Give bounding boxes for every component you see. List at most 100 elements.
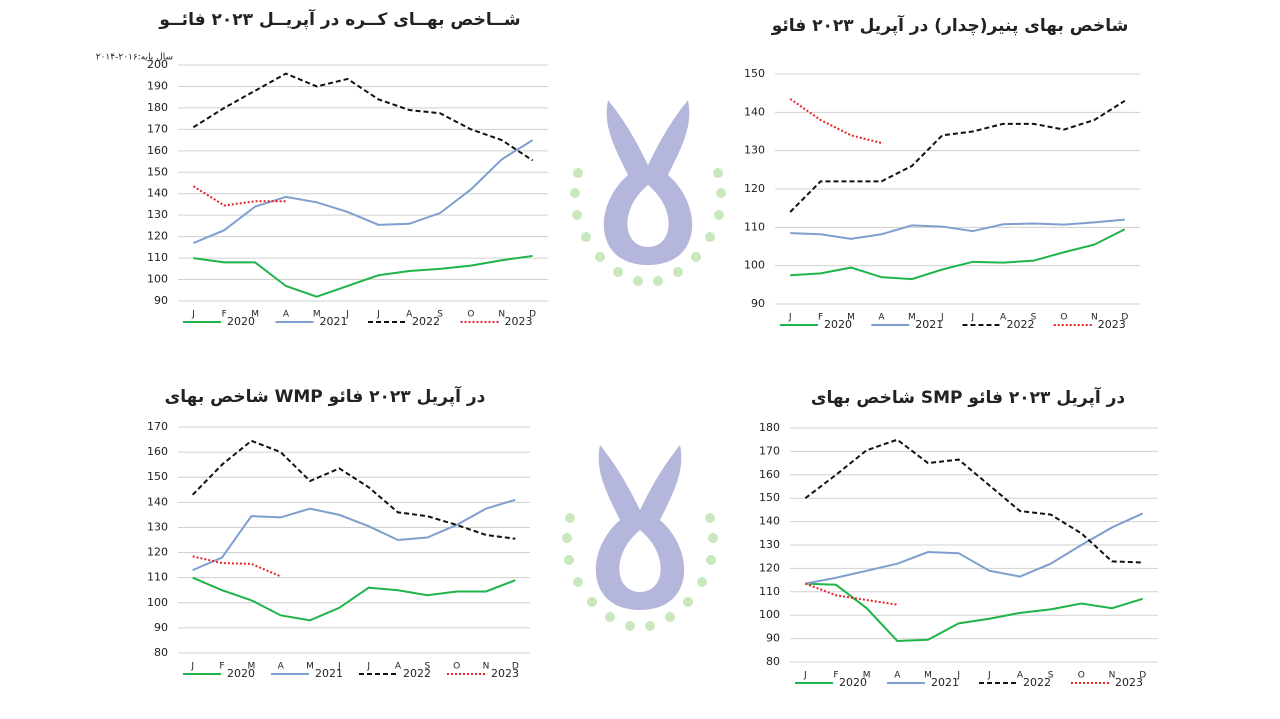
x-tick-label: A	[406, 310, 413, 320]
x-tick-label: N	[498, 310, 505, 320]
line-series	[192, 72, 534, 162]
legend-label: 2022	[1007, 318, 1035, 331]
line-series	[191, 439, 516, 540]
x-tick-label: O	[1078, 671, 1085, 681]
legend-label: 2022	[412, 315, 440, 328]
y-tick-label: 170	[759, 444, 780, 457]
y-tick-label: 190	[147, 79, 168, 92]
x-tick-label: J	[788, 313, 792, 323]
chart-title: شاخص بهای SMP در آپریل ۲۰۲۳ فائو	[811, 386, 1125, 408]
line-series	[790, 228, 1126, 281]
y-tick-label: 170	[147, 420, 168, 433]
line-series	[805, 582, 1143, 642]
x-tick-label: J	[366, 662, 370, 672]
x-tick-label: N	[1091, 313, 1098, 323]
x-tick-label: F	[222, 310, 227, 320]
legend-label: 2021	[931, 676, 959, 689]
note: سال پایه:۲۰۱۶-۲۰۱۴	[96, 53, 173, 63]
x-tick-label: J	[190, 662, 194, 672]
x-tick-label: A	[1000, 313, 1007, 323]
chart-title: شاخص بهای پنیر(چدار) در آپریل ۲۰۲۳ فائو	[771, 14, 1129, 36]
x-tick-label: J	[956, 671, 960, 681]
x-tick-label: J	[376, 310, 380, 320]
y-tick-label: 110	[744, 220, 765, 233]
x-tick-label: O	[467, 310, 474, 320]
line-series	[804, 582, 898, 606]
x-tick-label: A	[894, 671, 901, 681]
chart-title: شــاخص بهــای کــره در آپریــل ۲۰۲۳ فائـ…	[158, 8, 520, 30]
x-tick-label: F	[818, 313, 823, 323]
legend-label: 2020	[227, 315, 255, 328]
legend-label: 2020	[227, 667, 255, 680]
x-tick-label: N	[483, 662, 490, 672]
x-tick-label: M	[863, 671, 871, 681]
x-tick-label: J	[970, 313, 974, 323]
y-tick-label: 100	[744, 259, 765, 272]
x-tick-label: D	[1139, 671, 1146, 681]
x-tick-label: D	[529, 310, 536, 320]
x-tick-label: J	[803, 671, 807, 681]
chart-title: شاخص بهای WMP در آپریل ۲۰۲۳ فائو	[165, 385, 486, 407]
y-tick-label: 120	[147, 546, 168, 559]
y-tick-label: 200	[147, 58, 168, 71]
y-tick-label: 150	[147, 470, 168, 483]
x-tick-label: F	[833, 671, 838, 681]
x-tick-label: A	[278, 662, 285, 672]
x-tick-label: J	[940, 313, 944, 323]
legend-label: 2021	[315, 667, 343, 680]
line-series	[192, 576, 516, 622]
x-tick-label: S	[1031, 313, 1037, 323]
x-tick-label: S	[424, 662, 430, 672]
x-tick-label: M	[313, 310, 321, 320]
x-tick-label: M	[306, 662, 314, 672]
y-tick-label: 80	[766, 655, 780, 668]
y-tick-label: 160	[147, 445, 168, 458]
y-tick-label: 180	[147, 101, 168, 114]
y-tick-label: 140	[744, 105, 765, 118]
legend-label: 2023	[1115, 676, 1143, 689]
x-tick-label: O	[453, 662, 460, 672]
x-tick-label: A	[283, 310, 290, 320]
line-series	[805, 512, 1144, 585]
x-tick-label: M	[247, 662, 255, 672]
x-tick-label: D	[512, 662, 519, 672]
y-tick-label: 90	[154, 294, 168, 307]
line-series	[790, 218, 1125, 240]
y-tick-label: 110	[147, 251, 168, 264]
y-tick-label: 100	[147, 596, 168, 609]
y-tick-label: 150	[147, 165, 168, 178]
y-tick-label: 120	[744, 182, 765, 195]
legend-label: 2023	[1098, 318, 1126, 331]
y-tick-label: 140	[759, 515, 780, 528]
line-series	[193, 254, 533, 298]
x-tick-label: N	[1109, 671, 1116, 681]
y-tick-label: 130	[759, 538, 780, 551]
y-tick-label: 170	[147, 122, 168, 135]
line-series	[192, 555, 282, 578]
y-tick-label: 100	[759, 608, 780, 621]
x-tick-label: S	[437, 310, 443, 320]
y-tick-label: 90	[766, 632, 780, 645]
x-tick-label: M	[251, 310, 259, 320]
legend-label: 2022	[403, 667, 431, 680]
legend-label: 2020	[824, 318, 852, 331]
x-tick-label: S	[1048, 671, 1054, 681]
y-tick-label: 180	[759, 421, 780, 434]
y-tick-label: 140	[147, 495, 168, 508]
line-series	[789, 99, 1126, 213]
x-tick-label: M	[847, 313, 855, 323]
y-tick-label: 120	[759, 561, 780, 574]
y-tick-label: 90	[154, 621, 168, 634]
legend-label: 2023	[505, 315, 533, 328]
legend-label: 2023	[491, 667, 519, 680]
x-tick-label: M	[908, 313, 916, 323]
y-tick-label: 110	[147, 571, 168, 584]
x-tick-label: J	[337, 662, 341, 672]
line-series	[192, 498, 516, 572]
x-tick-label: A	[395, 662, 402, 672]
y-tick-label: 120	[147, 230, 168, 243]
y-tick-label: 160	[759, 468, 780, 481]
y-tick-label: 90	[751, 297, 765, 310]
x-tick-label: F	[219, 662, 224, 672]
